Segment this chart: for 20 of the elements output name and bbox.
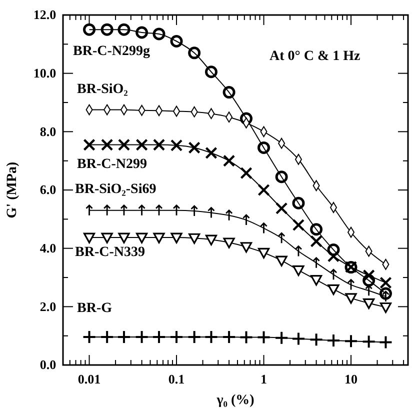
y-tick-label: 2.0 (40, 298, 56, 314)
x-tick-label: 1 (260, 372, 268, 387)
y-tick-label: 4.0 (40, 240, 56, 256)
x-tick-label: 10 (344, 372, 358, 387)
y-tick-label: 10.0 (33, 65, 56, 80)
x-axis-title: γ₀ (%) (216, 393, 255, 408)
y-tick-label: 6.0 (40, 182, 56, 198)
series-label: BR-G (77, 301, 112, 316)
series-label: BR-SiO₂ (77, 82, 128, 97)
series-label: BR-SiO₂-Si69 (75, 182, 156, 197)
x-tick-label: 0.01 (78, 372, 101, 387)
y-tick-label: 0.0 (40, 357, 56, 372)
y-tick-label: 12.0 (33, 7, 56, 22)
y-tick-label: 8.0 (40, 124, 56, 139)
x-tick-label: 0.1 (168, 372, 185, 387)
series-label: BR-C-N299g (73, 44, 150, 59)
annotation: At 0° C & 1 Hz (269, 49, 360, 64)
series-label: BR-C-N299 (77, 157, 147, 172)
y-axis-title: G' (MPa) (5, 161, 20, 218)
series-label: BR-C-N339 (75, 245, 145, 260)
